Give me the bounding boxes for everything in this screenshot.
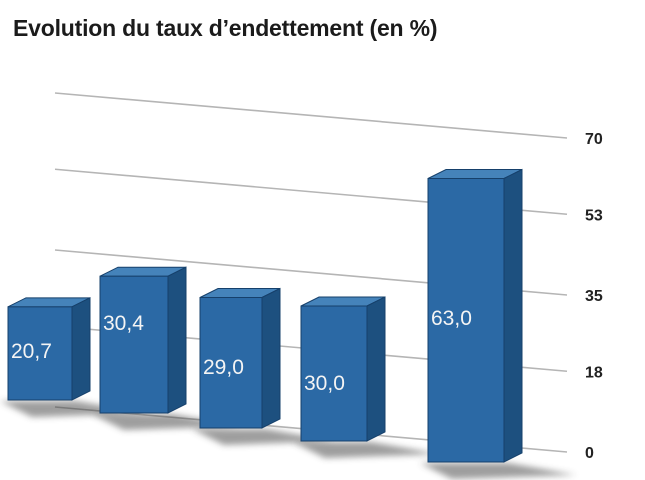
bar-shadow — [192, 429, 334, 445]
bar-value-label: 30,0 — [304, 372, 345, 395]
bar: 63,0 — [427, 168, 523, 463]
bar-front-face — [427, 178, 505, 463]
bar-shadow — [420, 463, 576, 479]
bar-front-face — [7, 306, 73, 401]
y-axis-tick-label: 35 — [585, 288, 603, 305]
bar-side-face — [366, 296, 386, 442]
bar-front-face — [300, 305, 368, 442]
y-axis-tick-label: 70 — [585, 131, 603, 148]
bar-side-face — [167, 266, 187, 414]
bar: 29,0 — [199, 287, 281, 429]
bar-value-label: 20,7 — [11, 340, 52, 363]
bar: 30,0 — [300, 296, 386, 442]
chart-title: Evolution du taux d’endettement (en %) — [13, 15, 438, 41]
bar-value-label: 29,0 — [203, 356, 244, 379]
y-axis-tick-label: 0 — [585, 445, 594, 462]
bar-value-label: 63,0 — [431, 307, 472, 330]
bar-side-face — [503, 168, 523, 463]
bar: 30,4 — [99, 266, 187, 414]
bar: 20,7 — [7, 297, 91, 401]
bar-side-face — [71, 297, 91, 401]
bar-front-face — [99, 275, 169, 414]
bar-value-label: 30,4 — [103, 312, 144, 335]
bar-shadow — [293, 442, 439, 458]
y-axis-tick-label: 53 — [585, 207, 603, 224]
bar-side-face — [261, 287, 281, 429]
y-axis-tick-label: 18 — [585, 364, 603, 381]
bar-front-face — [199, 297, 263, 429]
gridline — [54, 92, 568, 139]
